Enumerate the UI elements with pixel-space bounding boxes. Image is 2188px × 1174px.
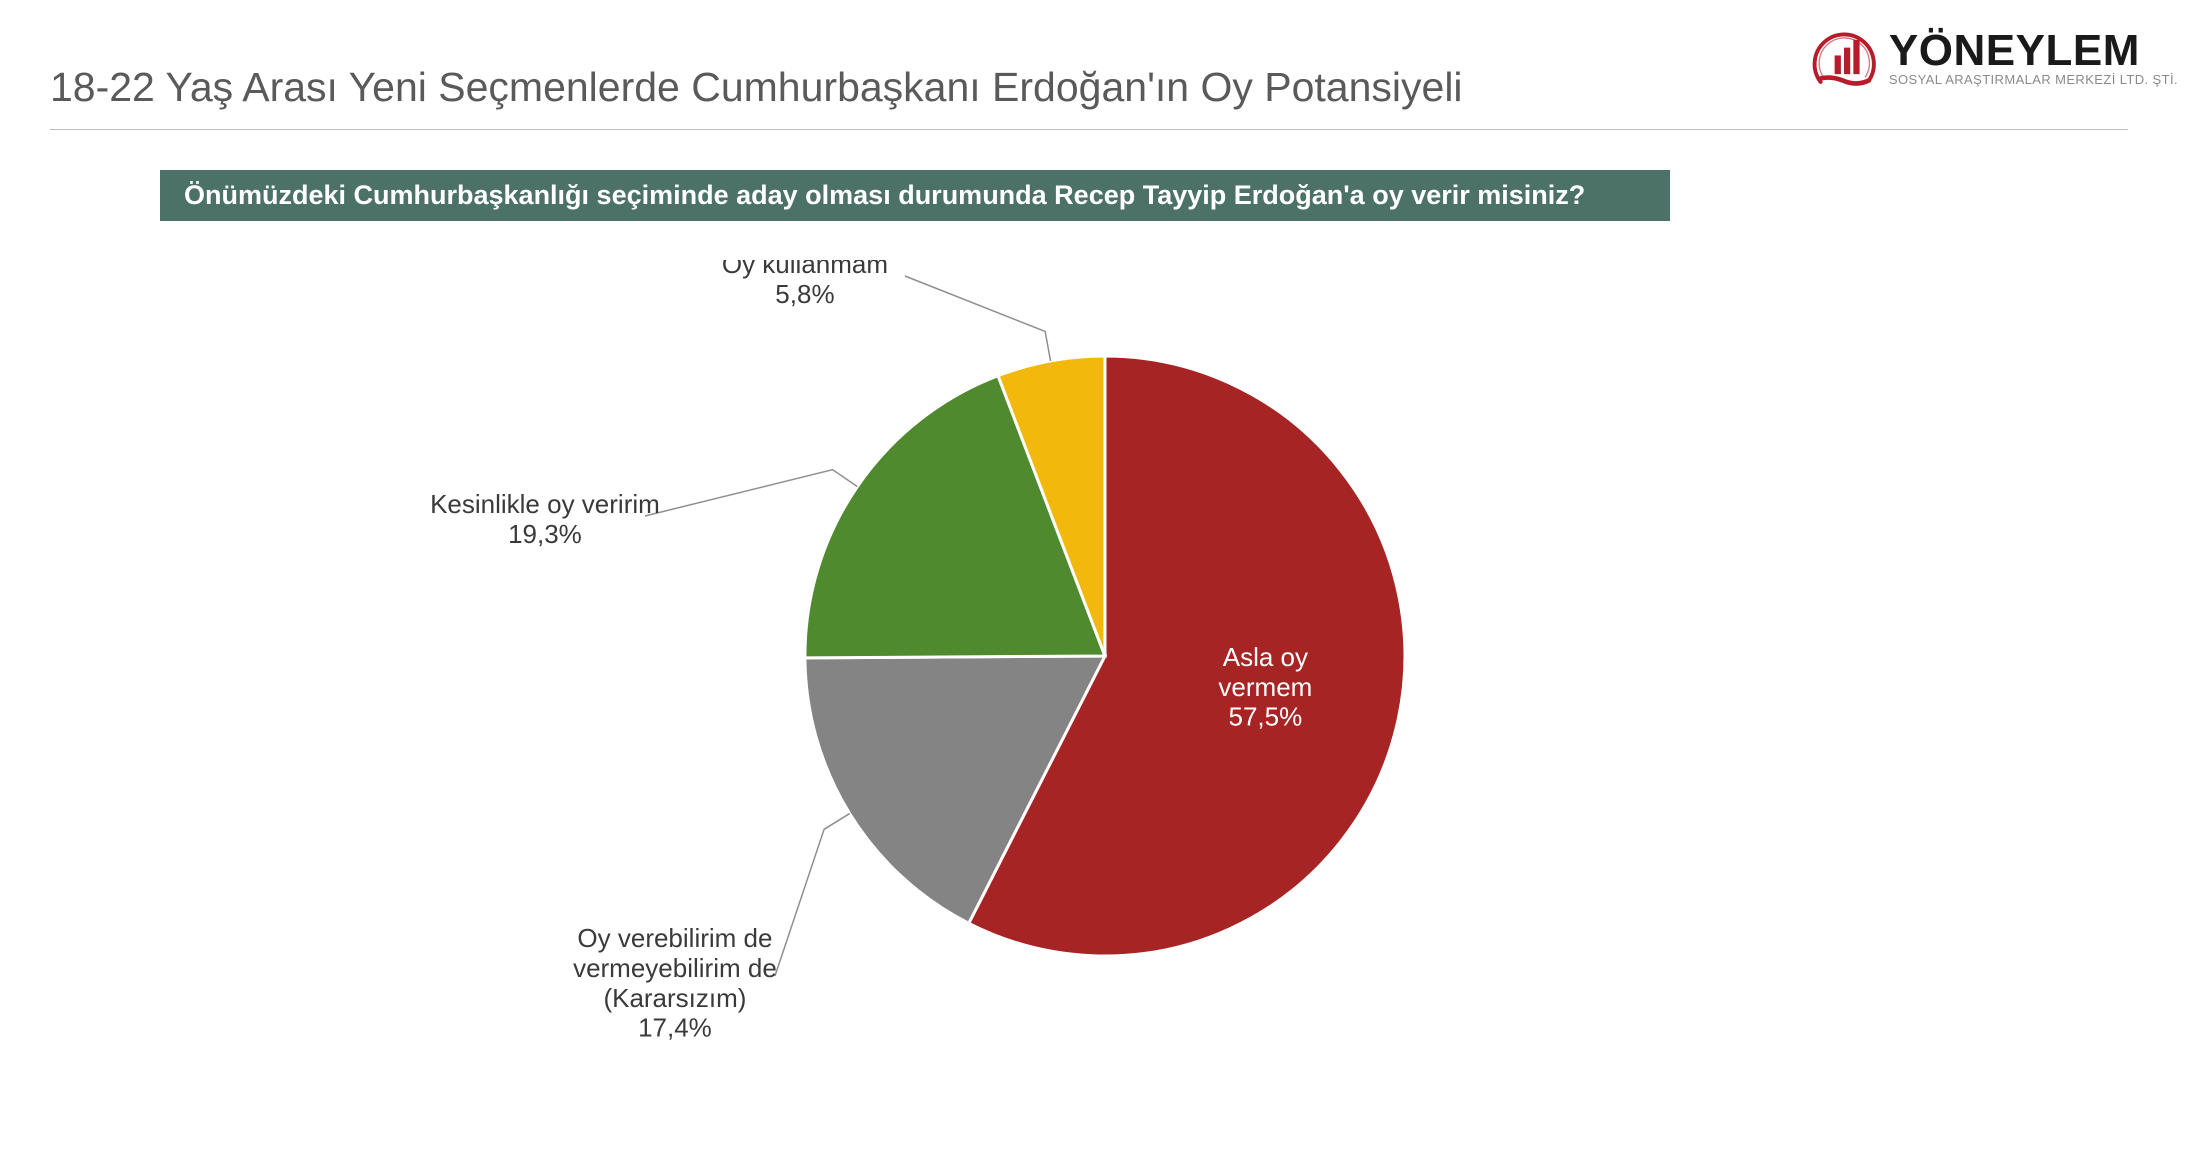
page-header: 18-22 Yaş Arası Yeni Seçmenlerde Cumhurb… — [50, 64, 2128, 130]
leader-line-kullanmam — [905, 276, 1051, 361]
slice-label-asla: Asla oyvermem57,5% — [1218, 642, 1312, 732]
slice-label-kullanmam: Oy kullanmam5,8% — [722, 260, 888, 309]
pie-chart: Asla oyvermem57,5% Oy verebilirim deverme… — [0, 260, 2188, 1140]
slice-label-kesinlikle: Kesinlikle oy veririm19,3% — [430, 489, 660, 549]
leader-line-kararsiz — [775, 814, 850, 976]
title-divider — [50, 129, 2128, 130]
leader-line-kesinlikle — [645, 470, 857, 516]
slice-label-kararsiz: Oy verebilirim devermeyebilirim de(Karar… — [573, 923, 777, 1043]
page-title: 18-22 Yaş Arası Yeni Seçmenlerde Cumhurb… — [50, 64, 2128, 111]
survey-question-banner: Önümüzdeki Cumhurbaşkanlığı seçiminde ad… — [160, 170, 1670, 221]
